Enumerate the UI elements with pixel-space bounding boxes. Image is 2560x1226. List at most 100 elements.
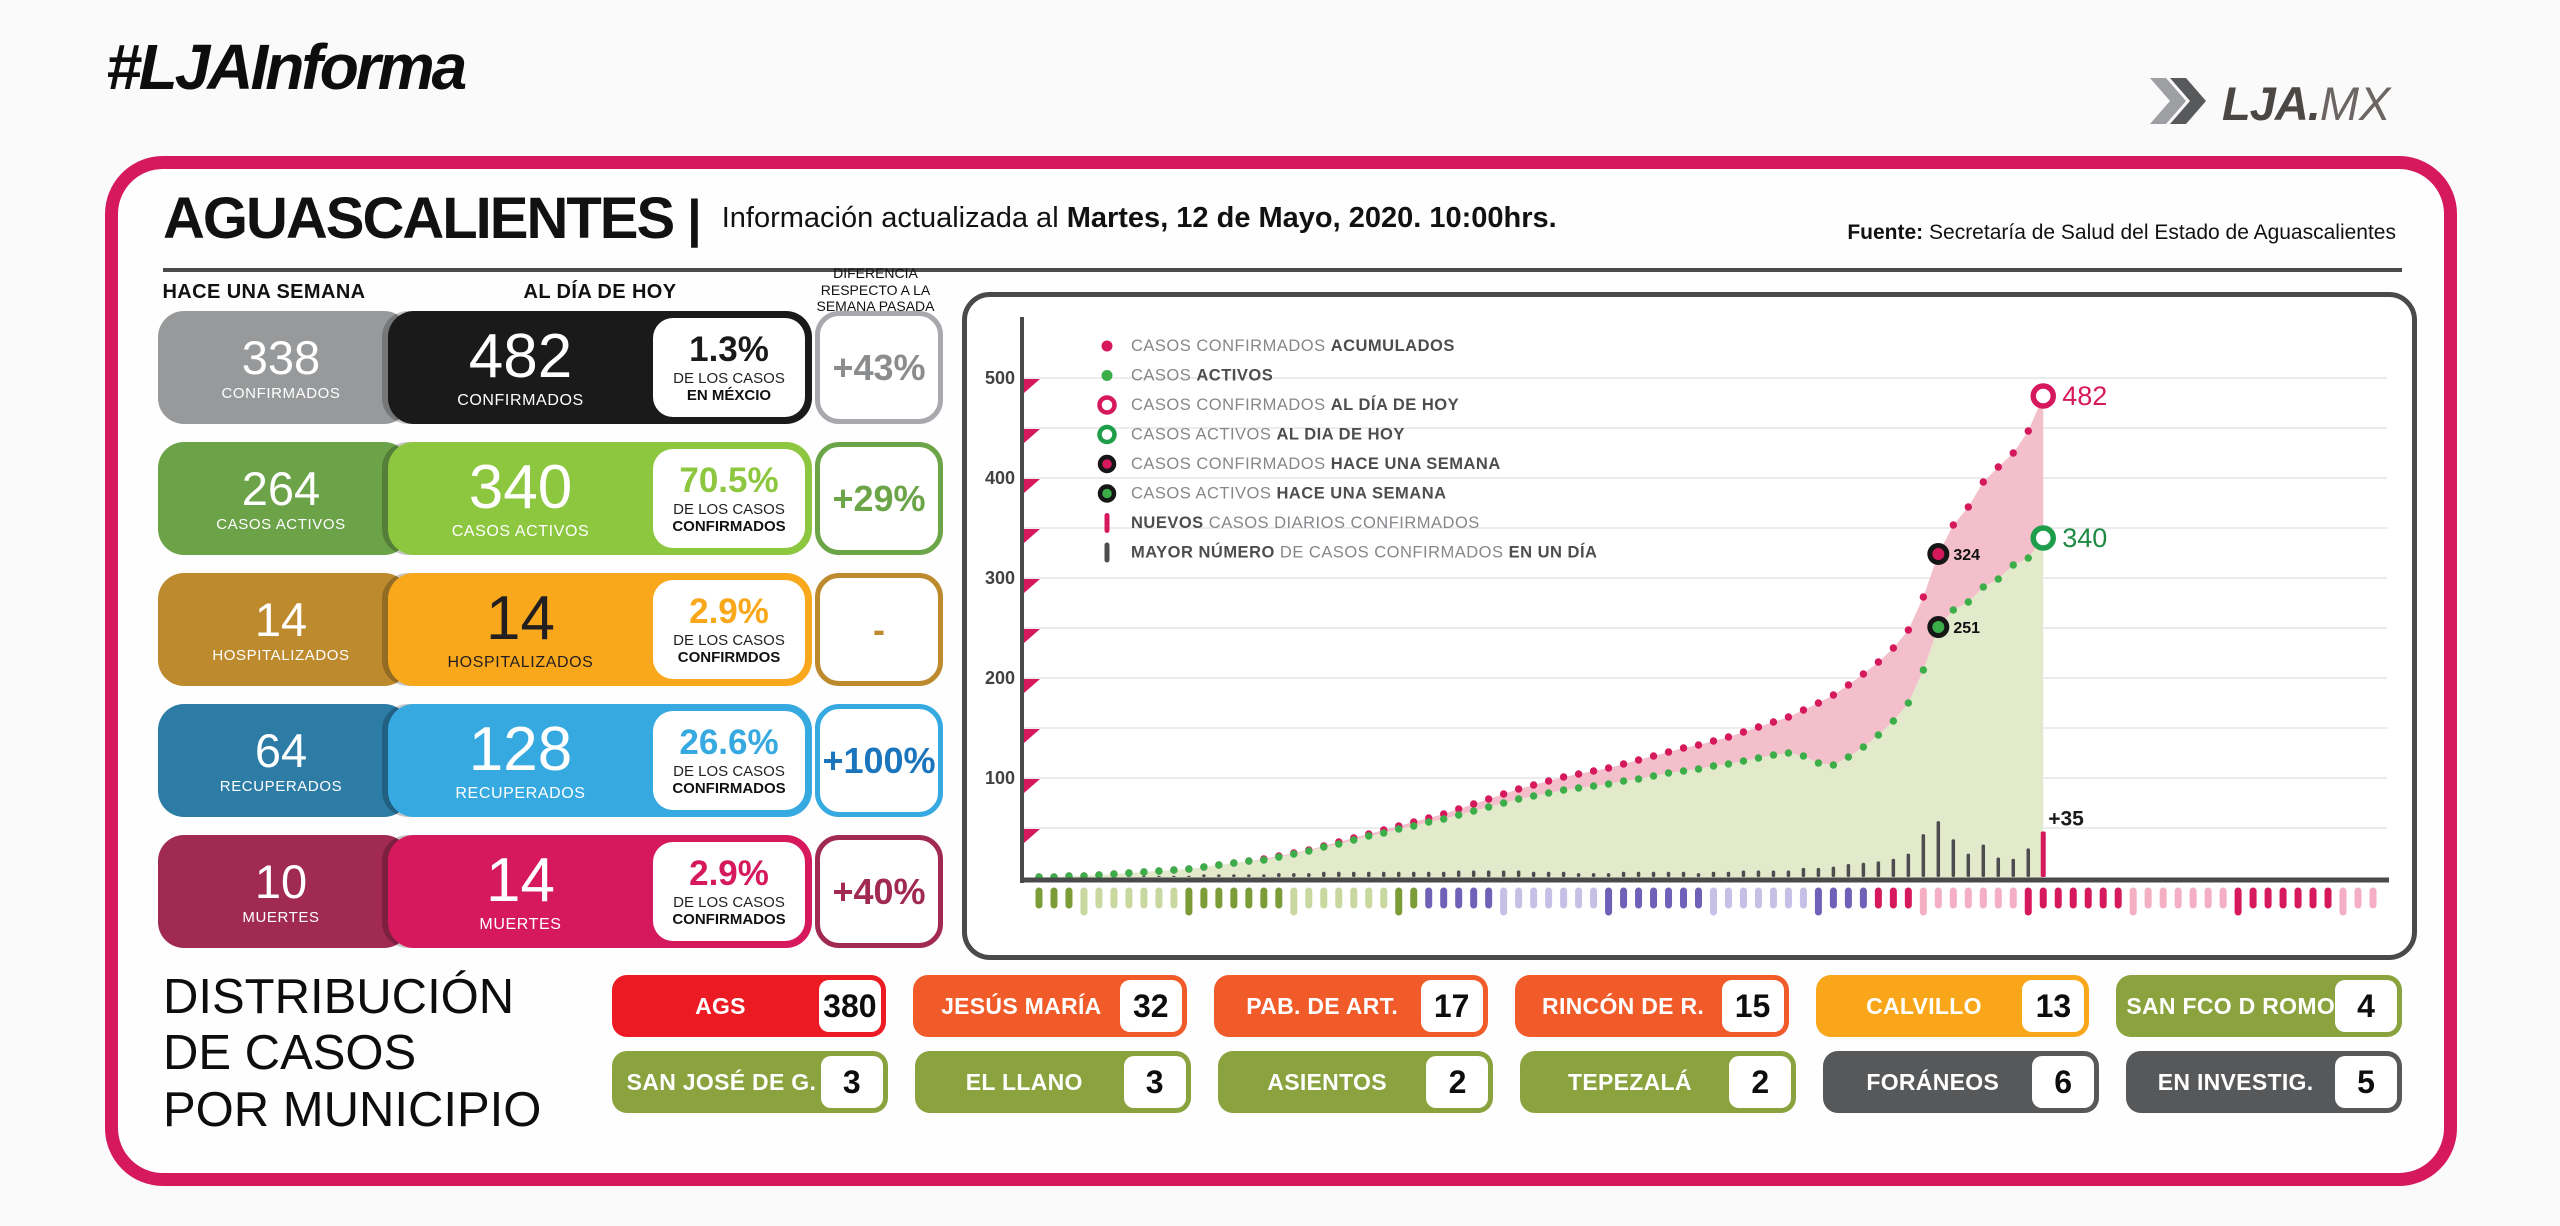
distribution-title-line: DISTRIBUCIÓN: [163, 970, 515, 1024]
percentage-line2: EN MÉXCIO: [686, 387, 772, 405]
municipality-badge: EL LLANO 3: [914, 1051, 1191, 1113]
state-title: AGUASCALIENTES: [163, 186, 675, 251]
svg-text:CASOS ACTIVOS AL DIA DE HOY: CASOS ACTIVOS AL DIA DE HOY: [1131, 426, 1405, 444]
brand-hash: #LJA: [106, 31, 253, 103]
municipality-name: EL LLANO: [965, 1068, 1083, 1095]
percentage-panel: 1.3% DE LOS CASOS EN MÉXCIO: [653, 318, 805, 417]
svg-text:400: 400: [985, 468, 1015, 488]
municipality-count: 17: [1420, 980, 1483, 1032]
badge-row: AGS 380 JESÚS MARÍA 32 PAB. DE ART. 17 RINC…: [612, 975, 2403, 1037]
percentage-panel: 70.5% DE LOS CASOS CONFIRMADOS: [653, 449, 805, 548]
municipality-badge: SAN JOSÉ DE G. 3: [612, 1051, 888, 1113]
today-value: 14: [486, 583, 555, 653]
week-ago-label: MUERTES: [242, 909, 320, 927]
column-header-diff-line: DIFERENCIA: [833, 265, 918, 281]
column-header-diff: DIFERENCIA RESPECTO A LA SEMANA PASADA: [808, 265, 943, 315]
header-pipe: |: [687, 189, 702, 248]
municipality-name: SAN JOSÉ DE G.: [626, 1068, 817, 1095]
header-divider: [163, 268, 2402, 272]
brand-rest: Informa: [250, 31, 468, 103]
week-ago-card: 64 RECUPERADOS: [158, 704, 410, 817]
week-ago-card: 264 CASOS ACTIVOS: [158, 442, 410, 555]
stat-row: 14 HOSPITALIZADOS 14 HOSPITALIZADOS 2.9%…: [158, 573, 943, 686]
distribution-title-line: DE CASOS: [163, 1026, 417, 1081]
updated-text: Información actualizada al Martes, 12 de…: [722, 202, 1557, 235]
today-card: 14 HOSPITALIZADOS 2.9% DE LOS CASOS CONF…: [388, 573, 812, 686]
column-header-diff-line: RESPECTO A LA: [820, 281, 931, 298]
municipality-count: 4: [2335, 980, 2398, 1032]
municipality-name: CALVILLO: [1866, 992, 1982, 1019]
today-card: 128 RECUPERADOS 26.6% DE LOS CASOS CONFI…: [388, 704, 812, 817]
municipality-count: 3: [820, 1056, 883, 1108]
week-ago-card: 10 MUERTES: [158, 835, 410, 948]
municipality-name: ASIENTOS: [1267, 1068, 1387, 1095]
municipality-badges: AGS 380 JESÚS MARÍA 32 PAB. DE ART. 17 RINC…: [612, 975, 2403, 1113]
lja-logo-text: LJA.MX: [2222, 76, 2390, 131]
percentage-panel: 2.9% DE LOS CASOS CONFIRMADOS: [653, 842, 805, 941]
municipality-name: JESÚS MARÍA: [941, 992, 1102, 1019]
svg-text:324: 324: [1953, 547, 1980, 564]
municipality-badge: FORÁNEOS 6: [1823, 1051, 2100, 1113]
updated-date: Martes, 12 de Mayo, 2020. 10:00hrs.: [1066, 202, 1557, 234]
svg-text:300: 300: [985, 568, 1015, 588]
today-label: CASOS ACTIVOS: [451, 522, 590, 540]
svg-text:CASOS ACTIVOS HACE UNA SEMANA: CASOS ACTIVOS HACE UNA SEMANA: [1131, 485, 1447, 503]
stat-row: 264 CASOS ACTIVOS 340 CASOS ACTIVOS 70.5…: [158, 442, 943, 555]
municipality-count: 15: [1721, 980, 1784, 1032]
column-header-week-ago: HACE UNA SEMANA: [162, 281, 366, 303]
municipality-name: TEPEZALÁ: [1568, 1068, 1692, 1095]
cases-chart: 100 200 300 400 500 +35 324 251 482 340 CASOS CONF…: [962, 292, 2417, 960]
main-frame: AGUASCALIENTES | Información actualizada…: [105, 156, 2457, 1186]
difference-badge: +100%: [815, 704, 943, 817]
percentage-value: 26.6%: [679, 723, 779, 763]
distribution-title: DISTRIBUCIÓN DE CASOS POR MUNICIPIO: [163, 969, 541, 1138]
percentage-value: 2.9%: [689, 854, 769, 894]
week-ago-label: CONFIRMADOS: [221, 385, 341, 403]
cases-chart-svg: 100 200 300 400 500 +35 324 251 482 340 CASOS CONF…: [985, 317, 2389, 916]
svg-text:482: 482: [2062, 381, 2107, 411]
municipality-name: RINCÓN DE R.: [1542, 992, 1705, 1019]
svg-text:CASOS CONFIRMADOS AL DÍA DE HO: CASOS CONFIRMADOS AL DÍA DE HOY: [1131, 395, 1459, 414]
week-ago-value: 338: [241, 330, 321, 384]
today-card: 482 CONFIRMADOS 1.3% DE LOS CASOS EN MÉX…: [388, 311, 812, 424]
svg-text:500: 500: [985, 368, 1015, 388]
svg-text:CASOS ACTIVOS: CASOS ACTIVOS: [1131, 367, 1273, 385]
brand-title: #LJAInforma: [106, 30, 468, 104]
column-header-diff-line: SEMANA PASADA: [816, 298, 935, 315]
percentage-value: 70.5%: [679, 461, 779, 501]
today-label: MUERTES: [479, 915, 562, 933]
stat-row: 10 MUERTES 14 MUERTES 2.9% DE LOS CASOS …: [158, 835, 943, 948]
percentage-line2: CONFIRMDOS: [677, 649, 781, 667]
percentage-line1: DE LOS CASOS: [673, 501, 785, 519]
municipality-count: 32: [1119, 980, 1182, 1032]
municipality-badge: SAN FCO D ROMO 4: [2116, 975, 2403, 1037]
percentage-line1: DE LOS CASOS: [673, 763, 785, 781]
svg-text:MAYOR NÚMERO DE CASOS CONFIRMA: MAYOR NÚMERO DE CASOS CONFIRMADOS EN UN …: [1131, 543, 1597, 562]
today-label: CONFIRMADOS: [457, 391, 584, 409]
column-header-today: AL DÍA DE HOY: [523, 281, 677, 303]
frame-header: AGUASCALIENTES | Información actualizada…: [163, 185, 1557, 252]
week-ago-value: 10: [254, 854, 308, 908]
today-value: 14: [486, 845, 555, 915]
today-value: 340: [468, 452, 573, 522]
week-ago-value: 264: [241, 461, 321, 515]
municipality-badge: CALVILLO 13: [1815, 975, 2090, 1037]
percentage-line1: DE LOS CASOS: [673, 370, 785, 388]
today-value: 128: [468, 714, 573, 784]
municipality-name: EN INVESTIG.: [2157, 1068, 2314, 1095]
municipality-count: 380: [818, 980, 881, 1032]
municipality-badge: ASIENTOS 2: [1217, 1051, 1494, 1113]
updated-prefix: Información actualizada al: [721, 202, 1067, 234]
today-label: RECUPERADOS: [455, 784, 586, 802]
source-label: Fuente:: [1847, 221, 1924, 244]
svg-text:100: 100: [985, 768, 1015, 788]
badge-row: SAN JOSÉ DE G. 3 EL LLANO 3 ASIENTOS 2 TEPE…: [612, 1051, 2402, 1113]
municipality-count: 2: [1426, 1056, 1489, 1108]
municipality-badge: EN INVESTIG. 5: [2126, 1051, 2402, 1113]
today-value: 482: [468, 321, 573, 391]
percentage-line2: CONFIRMADOS: [672, 518, 786, 536]
week-ago-label: CASOS ACTIVOS: [216, 516, 346, 534]
source-note: Fuente: Secretaría de Salud del Estado d…: [1847, 221, 2396, 245]
municipality-badge: TEPEZALÁ 2: [1520, 1051, 1797, 1113]
municipality-count: 5: [2334, 1056, 2397, 1108]
